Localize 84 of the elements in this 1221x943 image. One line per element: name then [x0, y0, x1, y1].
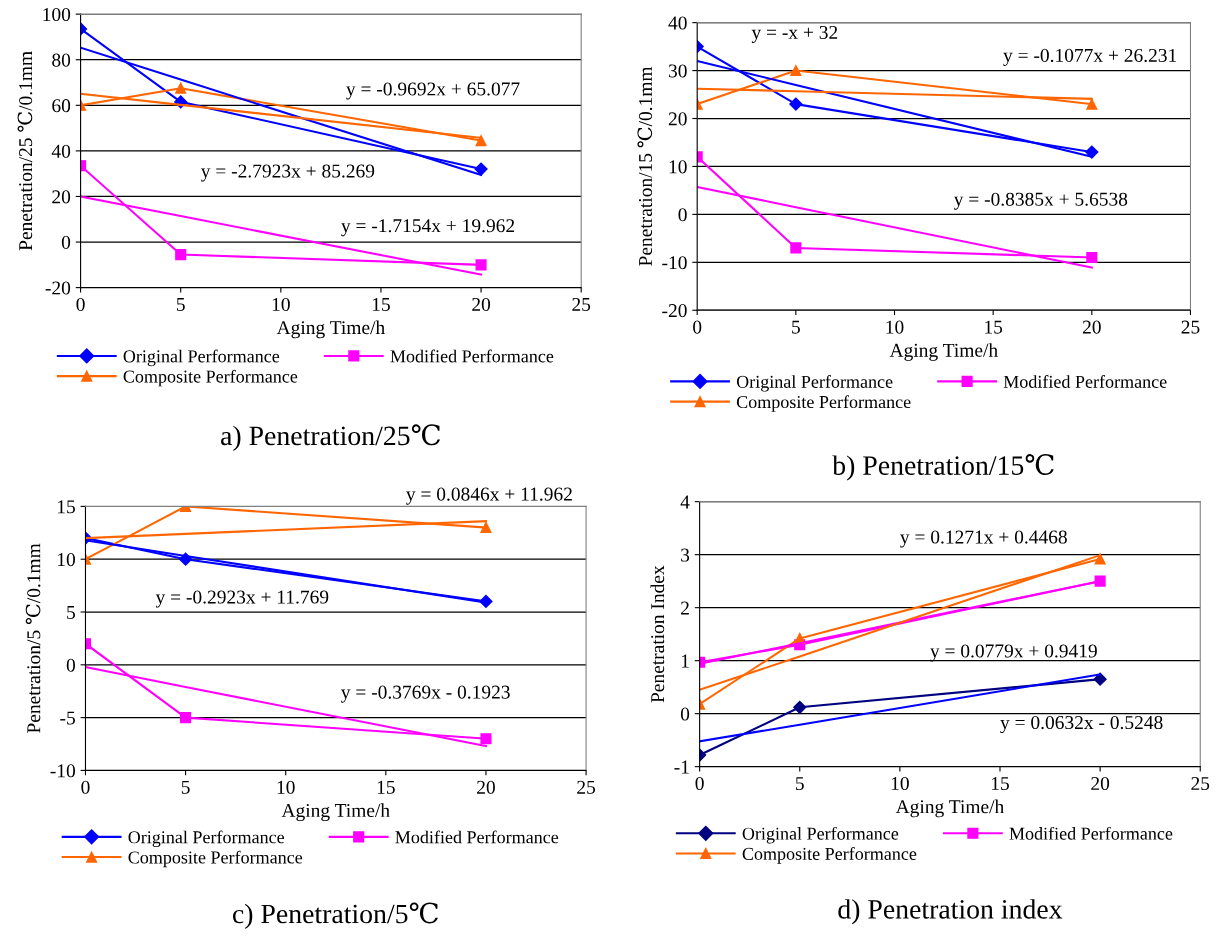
x-tick-label: 25 — [577, 780, 596, 794]
x-tick-label: 5 — [181, 780, 190, 794]
legend-label: Composite Performance — [742, 847, 917, 864]
legend-label: Original Performance — [742, 826, 899, 844]
x-axis-title: Aging Time/h — [889, 343, 998, 361]
legend-label: Original Performance — [123, 349, 280, 367]
annotation: y = -1.7154x + 19.962 — [341, 219, 515, 237]
y-tick-label: -10 — [50, 764, 76, 778]
y-tick-label: -5 — [60, 711, 75, 725]
x-tick-label: 15 — [991, 777, 1009, 791]
legend-label: Modified Performance — [395, 830, 559, 844]
text: c) Penetration/5℃ — [232, 902, 438, 929]
x-tick-label: 20 — [477, 780, 495, 794]
x-tick-label: 5 — [176, 298, 185, 312]
x-axis-title: Aging Time/h — [276, 320, 385, 339]
x-tick-label: 20 — [1091, 776, 1110, 791]
legend-label: Modified Performance — [1003, 374, 1167, 388]
text: y = 0.0846x + 11.962 — [406, 487, 572, 505]
x-tick-label: 25 — [1191, 777, 1210, 791]
y-tick-label: -1 — [674, 760, 689, 774]
annotation: y = -0.2923x + 11.769 — [155, 590, 329, 608]
legend-label: Original Performance — [128, 830, 285, 848]
y-tick-label: -20 — [662, 304, 687, 318]
annotation: y = 0.0632x - 0.5248 — [1000, 715, 1163, 734]
legend-label: Composite Performance — [123, 369, 298, 387]
x-axis-title: Aging Time/h — [895, 799, 1004, 818]
x-tick-label: 10 — [891, 776, 909, 791]
x-tick-label: 0 — [693, 320, 702, 334]
annotation: y = -0.8385x + 5.6538 — [953, 192, 1128, 210]
x-tick-label: 10 — [886, 320, 904, 334]
y-tick-label: 80 — [52, 53, 71, 67]
y-axis-title: Penetration/25 ℃/0.1mm — [17, 51, 33, 251]
annotation: y = -0.9692x + 65.077 — [346, 82, 520, 100]
y-tick-label: -10 — [662, 256, 687, 270]
y-tick-label: 1 — [681, 654, 689, 668]
legend-label: Composite Performance — [128, 850, 303, 868]
x-tick-label: 20 — [1082, 320, 1101, 334]
x-tick-label: 25 — [572, 297, 591, 312]
x-tick-label: 25 — [1181, 320, 1200, 334]
legend-label: Modified Performance — [1009, 826, 1173, 840]
y-tick-label: 15 — [58, 500, 75, 514]
y-axis-title: Penetration/5 ℃/0.1mm — [25, 543, 41, 733]
y-tick-label: 2 — [681, 601, 689, 615]
annotation: y = -2.7923x + 85.269 — [200, 164, 375, 182]
y-tick-label: 3 — [681, 548, 690, 562]
annotation: y = -x + 32 — [751, 25, 838, 43]
x-tick-label: 20 — [472, 297, 491, 312]
y-tick-label: 10 — [58, 553, 76, 567]
text: d) Penetration index — [838, 899, 1063, 925]
x-tick-label: 15 — [372, 297, 390, 312]
y-tick-label: 30 — [668, 64, 687, 78]
x-tick-label: 5 — [796, 777, 804, 791]
legend-label: Composite Performance — [736, 395, 911, 412]
y-tick-label: 5 — [67, 606, 75, 619]
x-tick-label: 10 — [272, 297, 290, 312]
text: b) Penetration/15℃ — [832, 454, 1054, 481]
y-tick-label: 60 — [52, 99, 71, 113]
annotation: y = -0.3769x - 0.1923 — [341, 685, 510, 703]
annotation: y = -0.1077x + 26.231 — [1003, 48, 1177, 66]
y-tick-label: 10 — [669, 160, 687, 174]
y-tick-label: 20 — [668, 112, 687, 126]
x-axis-title: Aging Time/h — [281, 803, 390, 822]
x-tick-label: 5 — [792, 320, 800, 334]
y-tick-label: 0 — [66, 658, 76, 672]
x-tick-label: 0 — [81, 780, 90, 794]
y-tick-label: 0 — [680, 707, 690, 721]
legend-label: Original Performance — [736, 374, 893, 392]
y-tick-label: -20 — [45, 281, 71, 295]
annotation: y = 0.1271x + 0.4468 — [900, 530, 1067, 548]
x-tick-label: 10 — [277, 780, 295, 794]
y-axis-title: Penetration/15 ℃/0.1mm — [637, 66, 653, 266]
x-tick-label: 15 — [985, 320, 1003, 334]
x-tick-label: 15 — [377, 780, 395, 794]
y-tick-label: 20 — [52, 190, 71, 204]
y-tick-label: 100 — [43, 7, 71, 22]
x-tick-label: 0 — [695, 776, 704, 791]
legend-label: Modified Performance — [390, 349, 554, 363]
y-tick-label: 4 — [680, 495, 690, 509]
y-tick-label: 40 — [51, 144, 71, 158]
y-tick-label: 0 — [61, 235, 71, 249]
y-tick-label: 40 — [668, 16, 687, 30]
text: a) Penetration/25℃ — [221, 424, 441, 451]
y-tick-label: 0 — [678, 208, 687, 222]
y-axis-title: Penetration Index — [650, 565, 665, 703]
